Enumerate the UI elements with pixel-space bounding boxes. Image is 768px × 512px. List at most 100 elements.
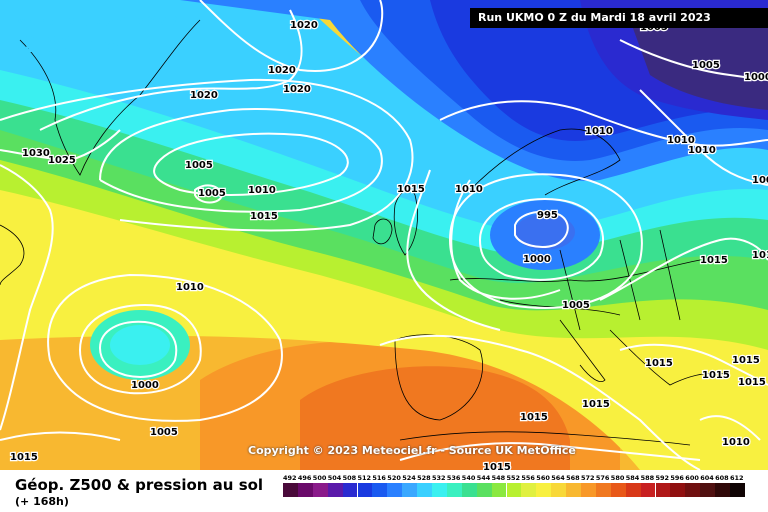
scale-swatch [342,483,358,497]
isobar-1015-east [599,237,768,301]
uk-coast [393,189,418,256]
scale-swatch [640,483,656,497]
pressure-label: 1015 [752,250,768,261]
isobar-995-europe [514,210,569,248]
scale-label: 576 [595,474,610,482]
scale-label: 560 [536,474,550,482]
pressure-label: 1015 [582,399,610,410]
copyright-text: Copyright © 2023 Meteociel.fr - Source U… [248,444,576,457]
pressure-label: 1030 [22,148,50,159]
isobar-1005-europe [448,173,643,309]
scale-swatch [581,483,596,497]
pressure-label: 1010 [455,184,483,195]
isobar-1010-east [639,89,768,186]
isobar-1005-small [194,184,224,204]
scale-swatch [536,483,552,497]
scale-label: 588 [640,474,655,482]
pressure-label: 1015 [645,358,673,369]
z500-cutoff-atlantic-core [110,325,170,365]
pressure-label: 1015 [700,255,728,266]
isobar-1015-balkan [619,343,768,386]
scale-label: 556 [521,474,535,482]
scale-label: 524 [402,474,416,482]
scale-label: 600 [685,474,699,482]
forecast-date: Mardi 25 avril 2023 [14,13,179,31]
scale-label: 572 [581,474,595,482]
ireland-coast [372,218,393,245]
coastlines [0,19,731,446]
pressure-label: 1015 [483,462,511,470]
scale-label: 580 [610,474,625,482]
scale-label: 508 [342,474,357,482]
scale-swatch [446,483,462,497]
scale-label: 596 [670,474,684,482]
pressure-label: 1020 [290,20,318,31]
scale-label: 612 [730,474,744,482]
scale-swatch [670,483,686,497]
scale-swatch [595,483,611,497]
isobar-1015-sw [0,431,121,441]
pressure-label: 1000 [523,254,551,265]
pressure-label: 1005 [150,427,178,438]
isobar-1030 [0,164,54,431]
scale-label: 520 [387,474,401,482]
pressure-label: 1005 [198,188,226,199]
pressure-labels: 1020 1020 1020 1020 1030 1025 1005 1005 … [9,19,768,470]
scale-label: 540 [461,474,476,482]
scale-swatch [700,483,716,497]
isobars [0,0,768,470]
z500-band-cyan [0,60,768,254]
pressure-label: 1000 [131,380,159,391]
scale-swatch [402,483,418,497]
scale-label: 532 [432,474,446,482]
scandinavia-coast [469,128,621,196]
scale-swatch [685,483,701,497]
scale-swatch [491,483,507,497]
scale-label: 608 [715,474,729,482]
forecast-map: 1020 1020 1020 1020 1030 1025 1005 1005 … [0,0,768,470]
isobar-1020-north [199,0,384,72]
scale-label: 592 [655,474,670,482]
isobar-1025 [0,129,121,162]
run-info-banner: Run UKMO 0 Z du Mardi 18 avril 2023 [470,8,768,28]
pressure-label: 1015 [520,412,548,423]
scale-swatch [715,483,730,497]
isobar-1010-uk [450,179,561,300]
scale-swatch [417,483,432,497]
pressure-label: 1015 [10,452,38,463]
scale-swatch [312,483,328,497]
isobar-1015-center [406,169,501,331]
pressure-label: 1005 [692,60,720,71]
pressure-label: 1005 [562,300,590,311]
pressure-label: 1010 [667,135,695,146]
isobar-1010-scand [439,100,768,147]
scale-label: 584 [625,474,640,482]
scale-swatch [432,483,447,497]
z500-band-yellow [0,175,768,470]
scale-swatch [357,483,373,497]
canada-coast [0,224,25,286]
scale-label: 552 [506,474,521,482]
z500-band-lightgreen [0,150,768,350]
scale-label: 516 [372,474,386,482]
isobar-1000-cutoff [98,320,178,378]
scale-label: 544 [476,474,491,482]
scale-label: 492 [283,474,297,482]
scale-swatch [283,483,298,497]
legend-subtitle: (+ 168h) [15,495,69,508]
scale-swatch [476,483,492,497]
scale-label: 496 [297,474,312,482]
z500-band-purple [630,20,768,110]
italy-coast [559,319,606,382]
isobar-1005-cutoff [78,303,202,395]
scale-label: 536 [446,474,461,482]
isobar-1000-europe [478,198,605,281]
isobar-1020-arctic [39,9,303,131]
scale-swatch [506,483,522,497]
scale-swatch [327,483,343,497]
scale-swatch [387,483,403,497]
scale-label: 528 [417,474,431,482]
pressure-label: 1010 [722,437,750,448]
pressure-label: 1015 [397,184,425,195]
pressure-label: 1015 [738,377,766,388]
